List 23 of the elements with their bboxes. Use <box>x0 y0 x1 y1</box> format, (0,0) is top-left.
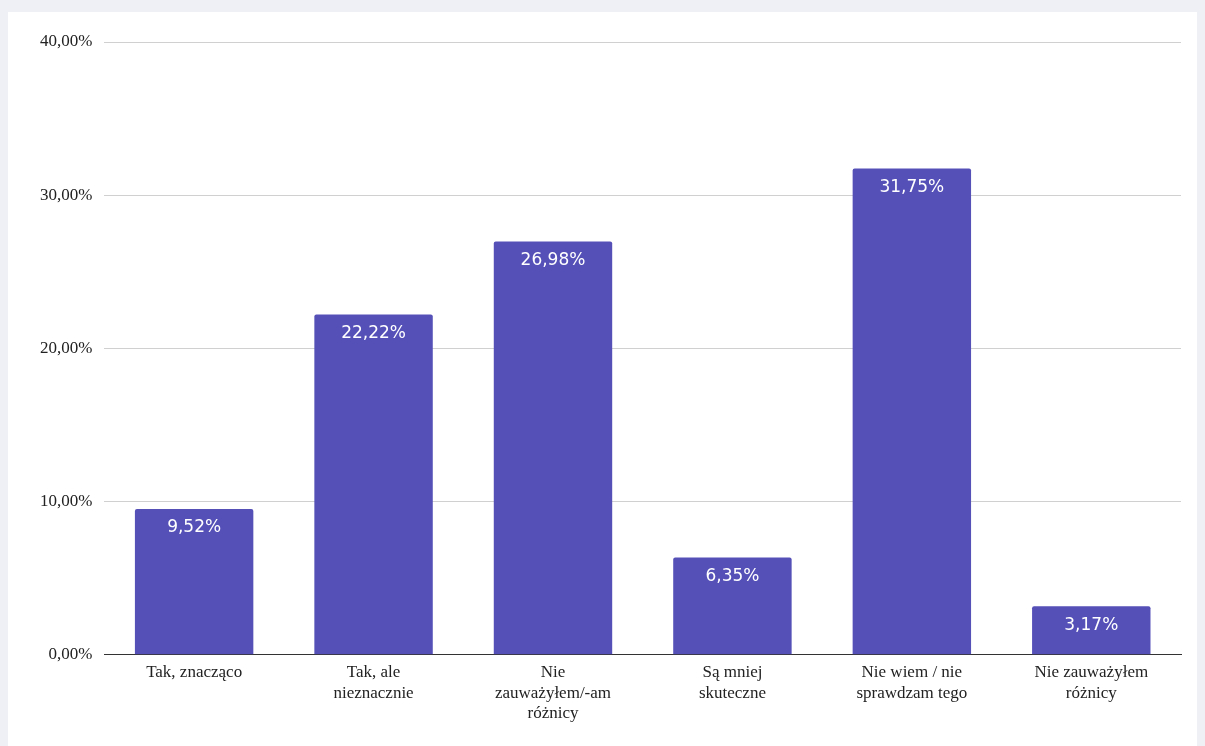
y-tick-label: 10,00% <box>39 491 93 511</box>
x-tick-label: Nie wiem / nie sprawdzam tego <box>856 662 968 702</box>
bar <box>314 314 433 655</box>
data-label: 9,52% <box>167 516 222 537</box>
bar <box>852 168 972 655</box>
x-tick-label: Tak, znacząco <box>146 662 243 682</box>
y-tick-label: 20,00% <box>39 337 93 357</box>
data-label: 31,75% <box>879 175 945 196</box>
x-tick-label: Nie zauważyłem różnicy <box>1034 662 1149 702</box>
data-label: 26,98% <box>520 248 586 269</box>
x-tick-label: Tak, ale nieznacznie <box>333 662 414 702</box>
bar <box>134 508 254 655</box>
bar <box>1032 606 1151 655</box>
data-label: 6,35% <box>705 564 760 585</box>
data-label: 3,17% <box>1064 613 1119 634</box>
data-label: 22,22% <box>341 321 406 342</box>
x-tick-label: Nie zauważyłem/-am różnicy <box>494 662 612 723</box>
x-tick-label: Są mniej skuteczne <box>698 662 766 702</box>
bar <box>673 557 792 655</box>
bar <box>493 241 613 655</box>
y-tick-label: 0,00% <box>48 644 93 664</box>
y-tick-label: 40,00% <box>39 31 93 51</box>
y-tick-label: 30,00% <box>39 184 93 204</box>
